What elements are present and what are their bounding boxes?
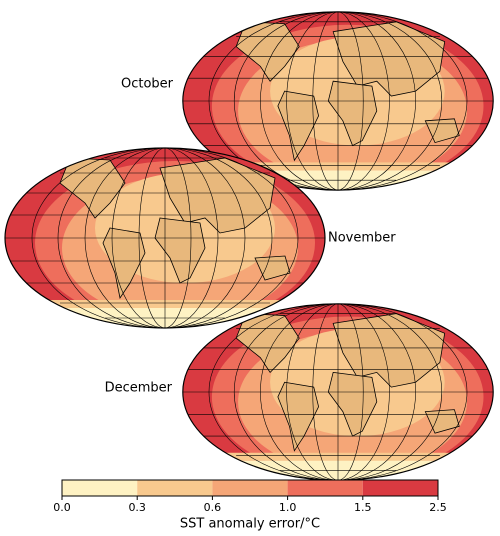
colorbar-tick-label: 0.3 [128,501,146,514]
colorbar: 0.0 0.3 0.6 1.0 1.5 2.5 [53,479,447,514]
colorbar-bin [287,480,363,496]
colorbar-tick-label: 1.5 [354,501,372,514]
map-december [183,304,493,480]
colorbar-bin [62,480,138,496]
colorbar-bin [137,480,213,496]
panel-label: December [105,381,173,396]
colorbar-label: SST anomaly error/°C [180,517,320,532]
colorbar-tick-label: 1.0 [279,501,297,514]
colorbar-tick-label: 2.5 [429,501,447,514]
panel-label: November [328,231,396,246]
colorbar-bin [362,480,438,496]
colorbar-tick-label: 0.6 [204,501,222,514]
map-november [5,148,325,328]
colorbar-bin [212,480,288,496]
panel-label: October [121,77,174,92]
colorbar-tick-label: 0.0 [53,501,71,514]
colorbar-frame [61,479,439,497]
